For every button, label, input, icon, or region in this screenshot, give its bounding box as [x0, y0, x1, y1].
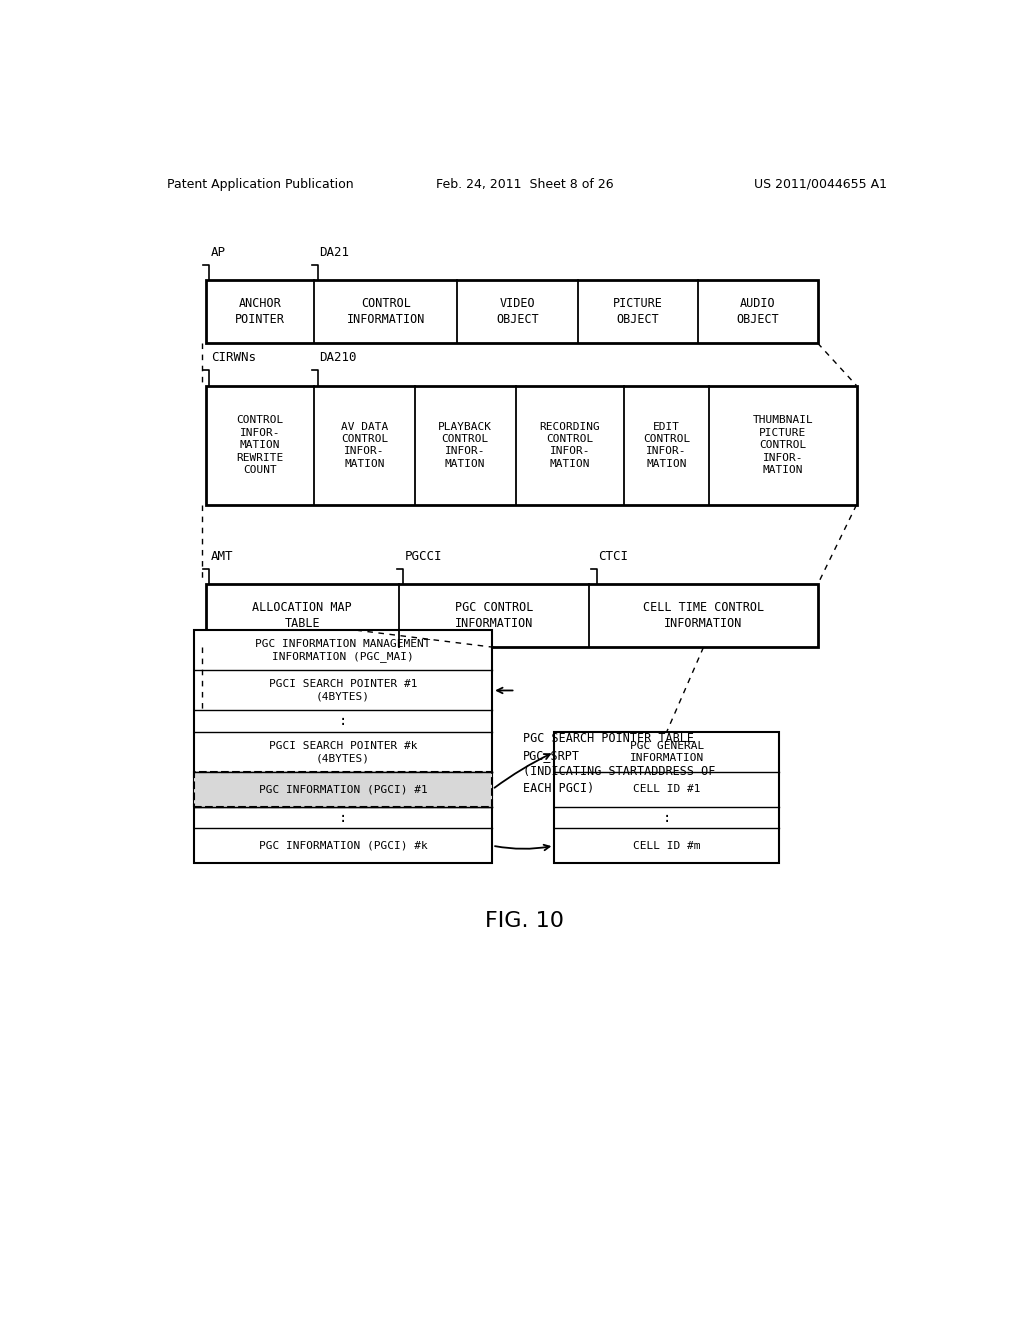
- Text: FIG. 10: FIG. 10: [485, 911, 564, 931]
- Text: Feb. 24, 2011  Sheet 8 of 26: Feb. 24, 2011 Sheet 8 of 26: [436, 178, 613, 190]
- Text: PGC CONTROL
INFORMATION: PGC CONTROL INFORMATION: [455, 602, 534, 630]
- Text: PLAYBACK
CONTROL
INFOR-
MATION: PLAYBACK CONTROL INFOR- MATION: [438, 421, 493, 469]
- Text: CONTROL
INFORMATION: CONTROL INFORMATION: [346, 297, 425, 326]
- FancyBboxPatch shape: [206, 385, 856, 506]
- Text: DA21: DA21: [319, 246, 349, 259]
- Text: PGC INFORMATION (PGCI) #1: PGC INFORMATION (PGCI) #1: [259, 784, 427, 795]
- Text: CTCI: CTCI: [598, 549, 629, 562]
- Text: CELL ID #1: CELL ID #1: [633, 784, 700, 795]
- Text: EDIT
CONTROL
INFOR-
MATION: EDIT CONTROL INFOR- MATION: [643, 421, 690, 469]
- Text: THUMBNAIL
PICTURE
CONTROL
INFOR-
MATION: THUMBNAIL PICTURE CONTROL INFOR- MATION: [753, 416, 813, 475]
- FancyBboxPatch shape: [194, 631, 493, 863]
- Text: PGC INFORMATION MANAGEMENT
INFORMATION (PGC_MAI): PGC INFORMATION MANAGEMENT INFORMATION (…: [255, 639, 431, 663]
- Text: PGC SEARCH POINTER TABLE
PGC_SRPT
(INDICATING STARTADDRESS OF
EACH PGCI): PGC SEARCH POINTER TABLE PGC_SRPT (INDIC…: [523, 733, 716, 795]
- Text: PGCCI: PGCCI: [404, 549, 442, 562]
- Text: PGCI SEARCH POINTER #1
(4BYTES): PGCI SEARCH POINTER #1 (4BYTES): [269, 680, 418, 702]
- FancyBboxPatch shape: [554, 733, 779, 863]
- FancyBboxPatch shape: [206, 585, 818, 647]
- Text: PGC INFORMATION (PGCI) #1: PGC INFORMATION (PGCI) #1: [259, 784, 427, 795]
- Text: AP: AP: [211, 246, 226, 259]
- Text: PGC INFORMATION (PGCI) #k: PGC INFORMATION (PGCI) #k: [259, 841, 427, 850]
- Text: DA210: DA210: [319, 351, 357, 364]
- FancyBboxPatch shape: [206, 280, 818, 343]
- Text: :: :: [339, 714, 347, 729]
- Text: Patent Application Publication: Patent Application Publication: [167, 178, 353, 190]
- Text: :: :: [339, 810, 347, 825]
- Text: ALLOCATION MAP
TABLE: ALLOCATION MAP TABLE: [253, 602, 352, 630]
- Text: US 2011/0044655 A1: US 2011/0044655 A1: [755, 178, 888, 190]
- Text: PGC GENERAL
INFORMATION: PGC GENERAL INFORMATION: [630, 741, 703, 763]
- Text: RECORDING
CONTROL
INFOR-
MATION: RECORDING CONTROL INFOR- MATION: [540, 421, 600, 469]
- Text: CELL ID #m: CELL ID #m: [633, 841, 700, 850]
- Text: AUDIO
OBJECT: AUDIO OBJECT: [736, 297, 779, 326]
- Text: VIDEO
OBJECT: VIDEO OBJECT: [496, 297, 539, 326]
- Text: ANCHOR
POINTER: ANCHOR POINTER: [234, 297, 285, 326]
- Text: PGCI SEARCH POINTER #k
(4BYTES): PGCI SEARCH POINTER #k (4BYTES): [269, 741, 418, 763]
- Text: CELL TIME CONTROL
INFORMATION: CELL TIME CONTROL INFORMATION: [643, 602, 764, 630]
- FancyBboxPatch shape: [194, 772, 493, 807]
- Text: CIRWNs: CIRWNs: [211, 351, 256, 364]
- Text: AV DATA
CONTROL
INFOR-
MATION: AV DATA CONTROL INFOR- MATION: [341, 421, 388, 469]
- Text: CONTROL
INFOR-
MATION
REWRITE
COUNT: CONTROL INFOR- MATION REWRITE COUNT: [237, 416, 284, 475]
- Text: PICTURE
OBJECT: PICTURE OBJECT: [612, 297, 663, 326]
- Text: :: :: [663, 810, 671, 825]
- Text: AMT: AMT: [211, 549, 233, 562]
